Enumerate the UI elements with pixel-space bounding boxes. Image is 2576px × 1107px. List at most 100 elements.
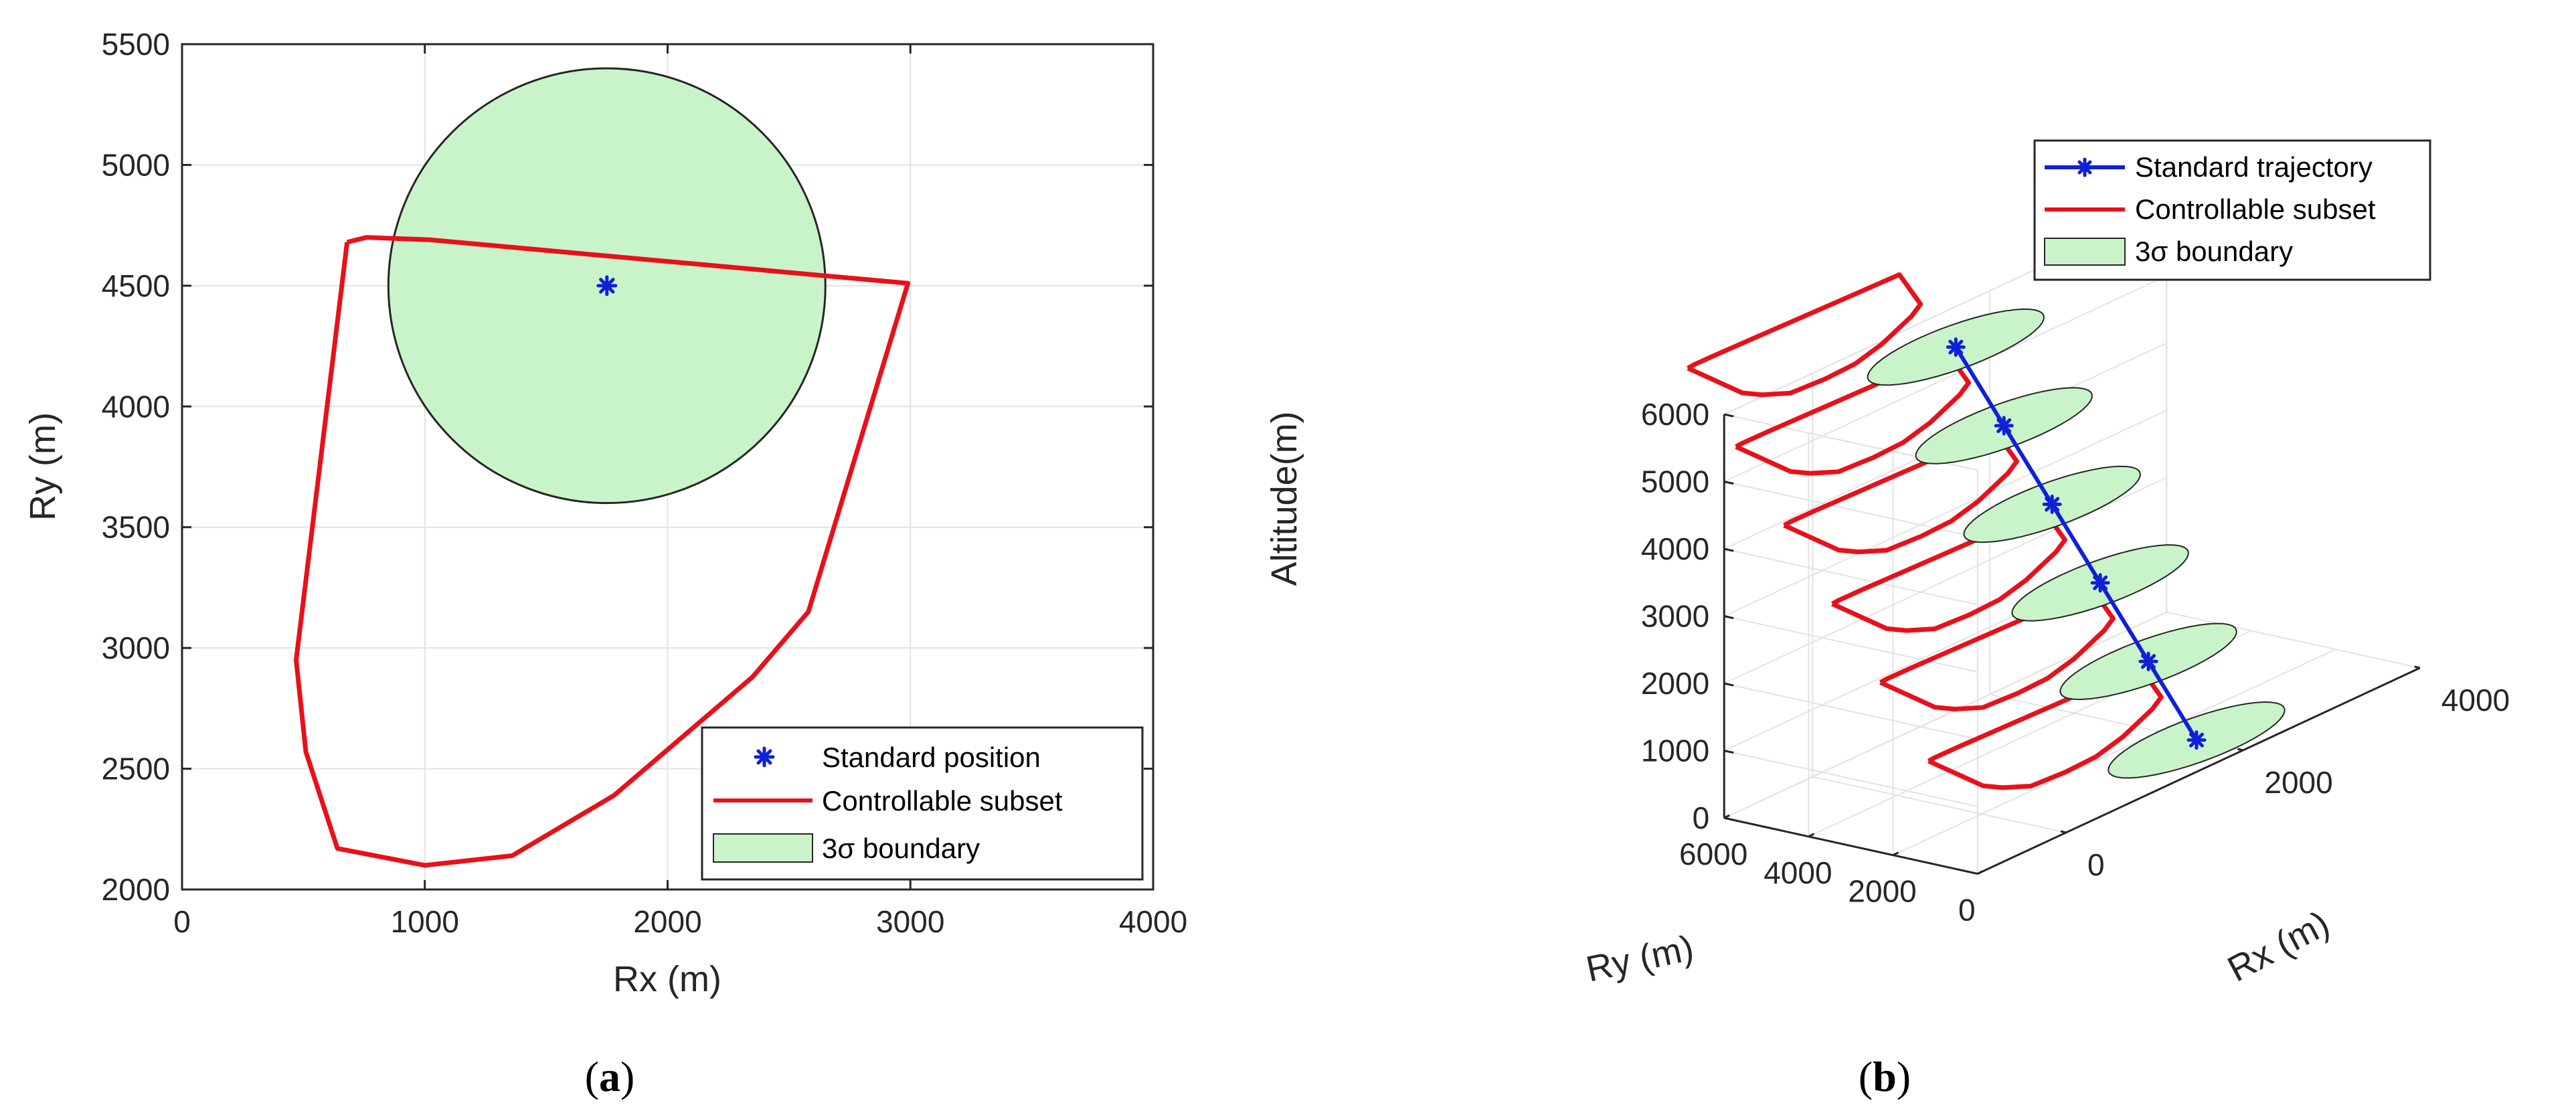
standard-trajectory-legend-marker [2075, 157, 2095, 177]
standard-trajectory-marker [2138, 651, 2158, 671]
y-tick-mark [1977, 870, 1984, 875]
legend-standard-position: Standard position [822, 742, 1041, 773]
grid-line-z-left-wall [1723, 683, 1978, 740]
boundary-legend-swatch-b [2044, 238, 2126, 266]
standard-trajectory-marker-stroke [2045, 497, 2060, 512]
standard-trajectory-marker-stroke [1948, 339, 1964, 355]
y-tick-label: 4500 [102, 268, 170, 303]
controllable-subset-slice [1783, 429, 2020, 555]
x-tick-label: 2000 [633, 904, 701, 939]
standard-trajectory-marker [1946, 337, 1966, 357]
standard-trajectory-marker [2186, 730, 2207, 750]
y-tick-label: 6000 [1679, 837, 1747, 871]
grid-line-y-floor [1893, 649, 2336, 856]
grid-line-z-back-wall [1723, 275, 2167, 483]
x-tick-label: 4000 [1119, 904, 1187, 939]
y-tick-label: 3500 [102, 510, 170, 545]
panel-a-subset-layer [293, 235, 911, 868]
panel-b-z-axis-label: Altitude(m) [1264, 411, 1304, 586]
x-tick-mark [2237, 748, 2243, 752]
panel-a-label-letter: a [599, 1053, 620, 1100]
controllable-subset-slice [1735, 351, 1972, 476]
panel-b-box-walls [1723, 207, 2168, 875]
panel-b-legend: Standard trajectory Controllable subset … [2033, 139, 2431, 281]
z-tick-label: 2000 [1641, 666, 1709, 701]
panel-a-label-close: ) [620, 1053, 634, 1100]
panel-b-label-letter: b [1873, 1053, 1897, 1100]
x-tick-label: 3000 [876, 904, 944, 939]
standard-trajectory-marker [1994, 416, 2014, 436]
z-tick-label: 1000 [1641, 734, 1709, 768]
panel-a-legend: Standard position Controllable subset 3σ… [701, 726, 1144, 881]
x-tick-label: 0 [2087, 847, 2105, 882]
grid-line-x-floor [1812, 776, 2067, 833]
z-tick-label: 4000 [1641, 531, 1709, 566]
x-tick-mark [2414, 665, 2421, 669]
grid-line-z-back-wall [1723, 410, 2167, 617]
panel-a-y-axis-label: Ry (m) [23, 412, 63, 521]
z-tick-label: 0 [1693, 800, 1710, 835]
panel-b-label-close: ) [1897, 1053, 1911, 1100]
grid-line-z-left-wall [1723, 615, 1978, 673]
legend-controllable-subset-b: Controllable subset [2135, 193, 2376, 225]
standard-trajectory-marker-stroke [1996, 418, 2012, 434]
z-tick-mark [1723, 481, 1734, 485]
z-tick-mark [1723, 682, 1734, 687]
x-tick-label: 0 [173, 904, 191, 939]
z-tick-mark [1723, 615, 1734, 620]
panel-a-marker-layer [596, 275, 618, 296]
standard-trajectory-marker-stroke [2141, 654, 2156, 669]
y-tick-label: 2500 [102, 752, 170, 786]
panel-a-label: (a) [585, 1053, 635, 1100]
legend-3sigma-boundary-b: 3σ boundary [2135, 236, 2293, 267]
y-tick-mark [1892, 851, 1899, 857]
z-tick-mark [1723, 547, 1734, 552]
y-tick-label: 5000 [102, 147, 170, 182]
y-tick-label: 0 [1958, 893, 1976, 928]
panel-a-label-open: ( [585, 1053, 599, 1100]
y-tick-label: 2000 [102, 872, 170, 907]
panel-b-y-axis-label: Ry (m) [1583, 928, 1697, 989]
standard-trajectory-marker [2042, 494, 2062, 514]
panel-b-label-open: ( [1859, 1053, 1873, 1100]
z-tick-label: 6000 [1641, 397, 1709, 432]
x-axis-line [1977, 667, 2421, 875]
x-tick-mark [2060, 830, 2067, 834]
panel-b-x-axis-label: Rx (m) [2221, 904, 2336, 990]
panel-b-data-layer [1687, 272, 2286, 790]
legend-standard-trajectory: Standard trajectory [2135, 151, 2373, 183]
grid-line-x-floor [2166, 611, 2421, 669]
controllable-subset-polygon [293, 235, 911, 868]
y-tick-label: 4000 [1764, 855, 1832, 890]
standard-trajectory-line [1954, 346, 2199, 742]
standard-position-legend-marker [754, 746, 775, 768]
y-tick-mark [1723, 814, 1730, 819]
grid-line-y-floor [1723, 611, 2167, 819]
y-tick-mark [1808, 833, 1815, 838]
x-tick-label: 1000 [391, 904, 459, 939]
panel-a-ticks: 0 1000 2000 3000 4000 2000 2500 3000 3500 4000 450… [102, 27, 1188, 939]
standard-trajectory-marker-stroke [2093, 575, 2108, 590]
y-tick-label: 5500 [102, 27, 170, 62]
standard-trajectory-marker [2090, 573, 2110, 593]
x-tick-label: 2000 [2264, 765, 2332, 800]
panel-a-chart: 0 1000 2000 3000 4000 2000 2500 3000 3500 4000 450… [23, 27, 1187, 999]
y-tick-label: 4000 [102, 389, 170, 424]
legend-controllable-subset: Controllable subset [822, 785, 1063, 817]
standard-trajectory-marker-stroke [2188, 732, 2205, 748]
panel-b-label: (b) [1859, 1053, 1911, 1100]
standard-position-marker-stroke [599, 278, 615, 294]
boundary-legend-swatch [713, 833, 813, 863]
grid-line-z-left-wall [1723, 750, 1978, 807]
y-tick-label: 2000 [1848, 874, 1916, 909]
z-tick-mark [1723, 750, 1734, 754]
standard-position-marker [596, 275, 618, 296]
z-tick-mark [1723, 413, 1734, 418]
z-tick-label: 5000 [1641, 464, 1709, 499]
grid-line-z-left-wall [1723, 548, 1978, 606]
x-tick-label: 4000 [2441, 683, 2510, 717]
controllable-subset-slice [1879, 586, 2116, 711]
panel-a-x-axis-label: Rx (m) [613, 959, 721, 999]
